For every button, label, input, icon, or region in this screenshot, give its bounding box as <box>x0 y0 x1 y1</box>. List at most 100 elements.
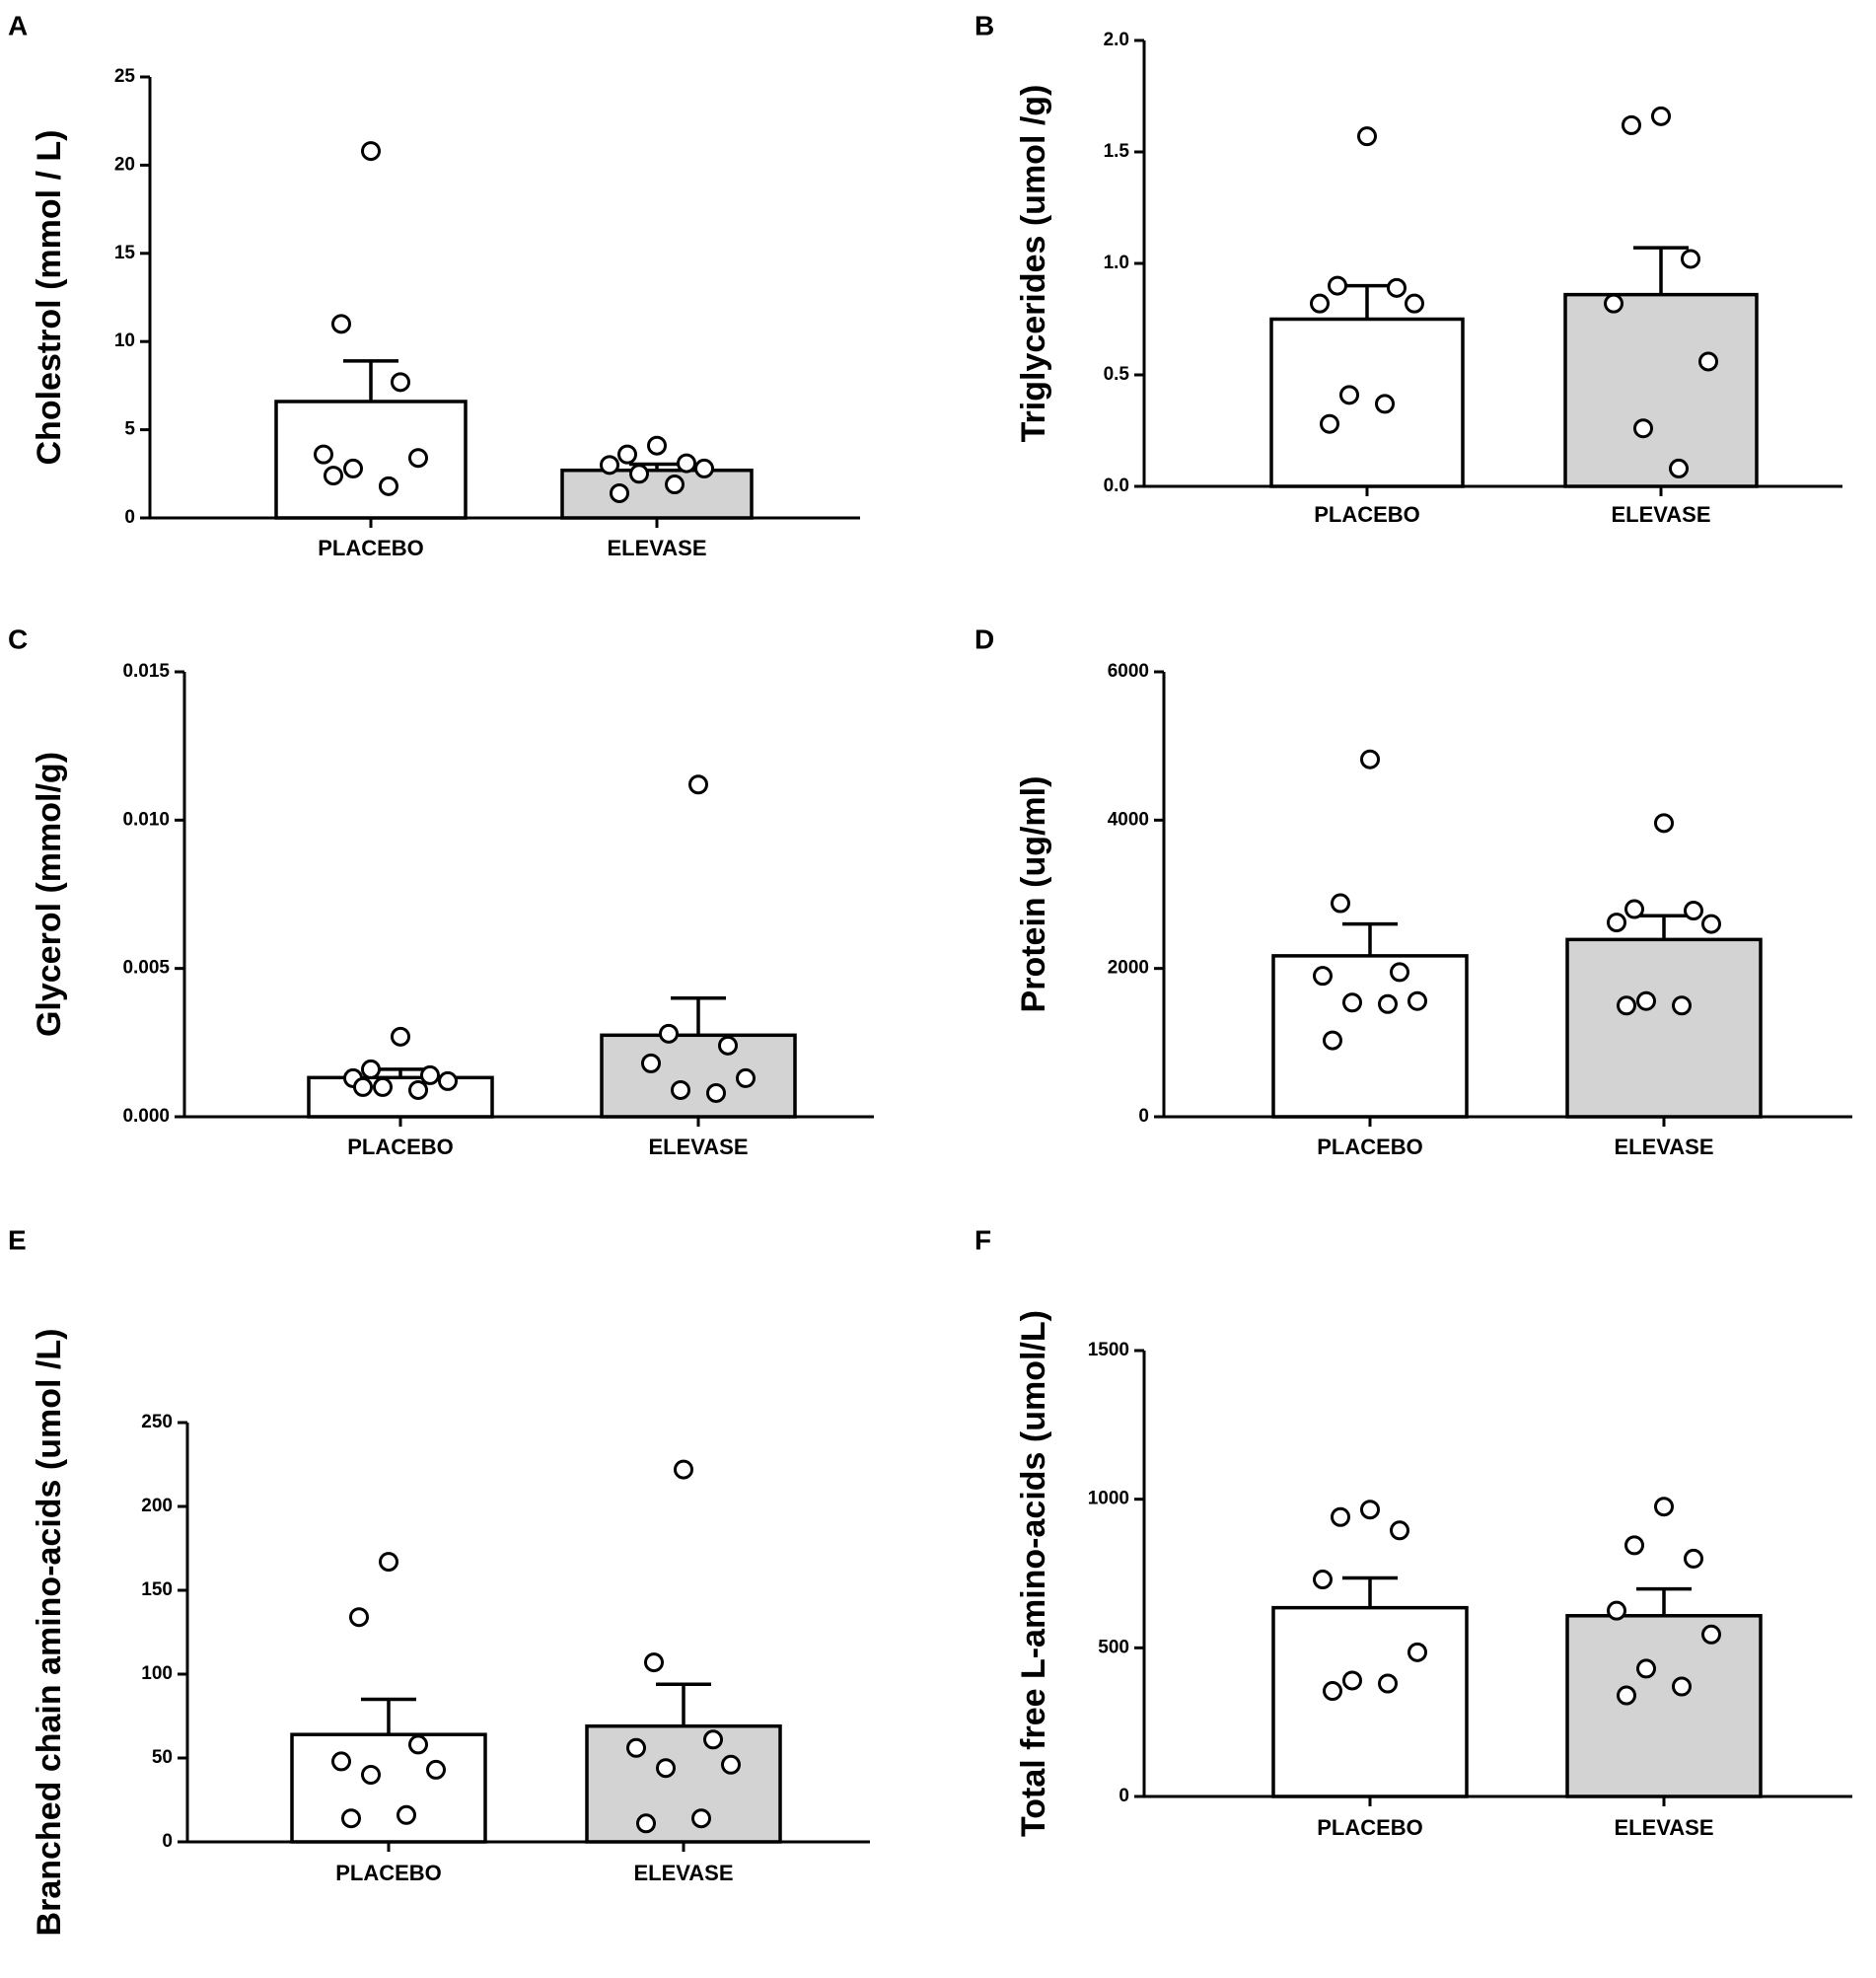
data-point <box>706 1082 726 1103</box>
data-point <box>361 1765 381 1785</box>
data-point <box>1313 1570 1333 1590</box>
data-point <box>610 482 629 503</box>
data-point <box>1331 1506 1350 1527</box>
panel-a: A Cholestrol (mmol / L) 0 5 10 15 20 25 PLACEBO E… <box>8 10 860 560</box>
data-point <box>1684 1548 1703 1569</box>
y-tick-label: 25 <box>114 66 136 87</box>
data-point <box>353 1076 373 1097</box>
data-point <box>617 444 637 465</box>
y-tick-label: 0 <box>162 1831 173 1852</box>
data-point <box>324 466 343 486</box>
bar-placebo <box>1271 954 1469 1119</box>
y-tick-label: 0.5 <box>1104 364 1130 385</box>
data-point <box>391 372 410 393</box>
y-tick-label: 250 <box>141 1412 173 1432</box>
x-category-label: ELEVASE <box>1614 1815 1713 1840</box>
data-point <box>1390 1520 1409 1541</box>
bar-placebo <box>1269 317 1465 488</box>
panel-letter: D <box>974 623 994 654</box>
data-point <box>1672 1676 1692 1697</box>
data-point <box>1624 899 1644 919</box>
data-point <box>1654 813 1674 834</box>
data-point <box>1407 990 1427 1011</box>
data-point <box>379 476 398 496</box>
data-point <box>391 1026 410 1047</box>
x-category-label: PLACEBO <box>1317 1815 1423 1840</box>
data-point <box>1310 293 1330 314</box>
x-category-label: PLACEBO <box>1314 502 1420 527</box>
data-point <box>1617 1685 1636 1706</box>
x-category-label: ELEVASE <box>607 536 706 560</box>
y-axis-title: Cholestrol (mmol / L) <box>31 130 68 466</box>
y-tick-label: 0.005 <box>122 958 170 979</box>
x-category-label: ELEVASE <box>1611 502 1710 527</box>
panel-b: B Triglycerides (umol /g) 0.0 0.5 1.0 1.5 2.0 P… <box>974 10 1842 527</box>
data-point <box>641 1053 661 1073</box>
y-axis-title: Glycerol (mmol/g) <box>31 752 68 1037</box>
data-point <box>1357 126 1377 147</box>
data-point <box>1654 1497 1674 1517</box>
data-point <box>438 1070 458 1091</box>
data-point <box>314 444 333 465</box>
data-point <box>1701 914 1721 934</box>
data-point <box>1339 385 1359 405</box>
data-point <box>656 1758 676 1779</box>
data-point <box>1681 249 1700 269</box>
data-point <box>691 1808 711 1829</box>
y-tick-label: 0 <box>1138 1106 1149 1127</box>
bar-elevase <box>1565 937 1763 1119</box>
y-tick-label: 0 <box>1118 1786 1129 1806</box>
data-point <box>1636 990 1656 1011</box>
data-point <box>671 1079 690 1100</box>
y-tick-label: 15 <box>114 243 136 263</box>
bar-elevase <box>585 1723 782 1844</box>
data-point <box>1607 913 1626 933</box>
data-point <box>349 1607 369 1628</box>
panel-c: C Glycerol (mmol/g) 0.000 0.005 0.010 0.015 PL… <box>8 623 874 1159</box>
data-point <box>1360 1500 1380 1520</box>
bar-placebo <box>307 1075 494 1119</box>
y-tick-label: 6000 <box>1108 661 1149 682</box>
data-point <box>408 1734 428 1755</box>
data-point <box>1360 749 1380 769</box>
y-tick-label: 1000 <box>1088 1489 1129 1509</box>
data-point <box>665 475 685 495</box>
x-category-label: ELEVASE <box>1614 1135 1713 1159</box>
y-tick-label: 0 <box>124 507 135 528</box>
y-tick-label: 50 <box>152 1747 173 1768</box>
data-point <box>361 1059 381 1079</box>
y-tick-label: 500 <box>1098 1637 1129 1657</box>
data-point <box>636 1813 656 1834</box>
data-point <box>331 314 351 334</box>
panel-letter: B <box>974 10 994 40</box>
x-category-label: ELEVASE <box>633 1861 733 1885</box>
y-tick-label: 0.000 <box>122 1106 170 1127</box>
data-point <box>341 1808 361 1829</box>
y-tick-label: 0.015 <box>122 661 170 682</box>
data-point <box>629 464 649 484</box>
panel-f: F Total free L-amino-acids (umol/L) 0 500 10… <box>974 1224 1852 1840</box>
data-point <box>1624 1535 1644 1556</box>
panel-letter: E <box>8 1224 27 1255</box>
y-axis-title: Protein (ug/ml) <box>1015 776 1052 1013</box>
panel-letter: F <box>974 1224 991 1255</box>
data-point <box>647 435 667 456</box>
data-point <box>1378 1673 1398 1694</box>
bar-elevase <box>1565 1614 1763 1798</box>
data-point <box>408 448 428 469</box>
y-tick-label: 0.010 <box>122 809 170 830</box>
data-point <box>361 141 381 162</box>
data-point <box>1390 962 1409 983</box>
data-point <box>688 774 708 795</box>
data-point <box>1622 114 1641 135</box>
data-point <box>1328 275 1347 296</box>
data-point <box>1342 992 1362 1013</box>
y-tick-label: 1.5 <box>1104 141 1130 162</box>
data-point <box>694 458 714 478</box>
data-point <box>600 455 619 476</box>
bar-placebo <box>290 1732 487 1844</box>
data-point <box>703 1729 723 1750</box>
y-tick-label: 5 <box>124 419 135 440</box>
data-point <box>1331 893 1350 914</box>
data-point <box>1323 1030 1342 1051</box>
